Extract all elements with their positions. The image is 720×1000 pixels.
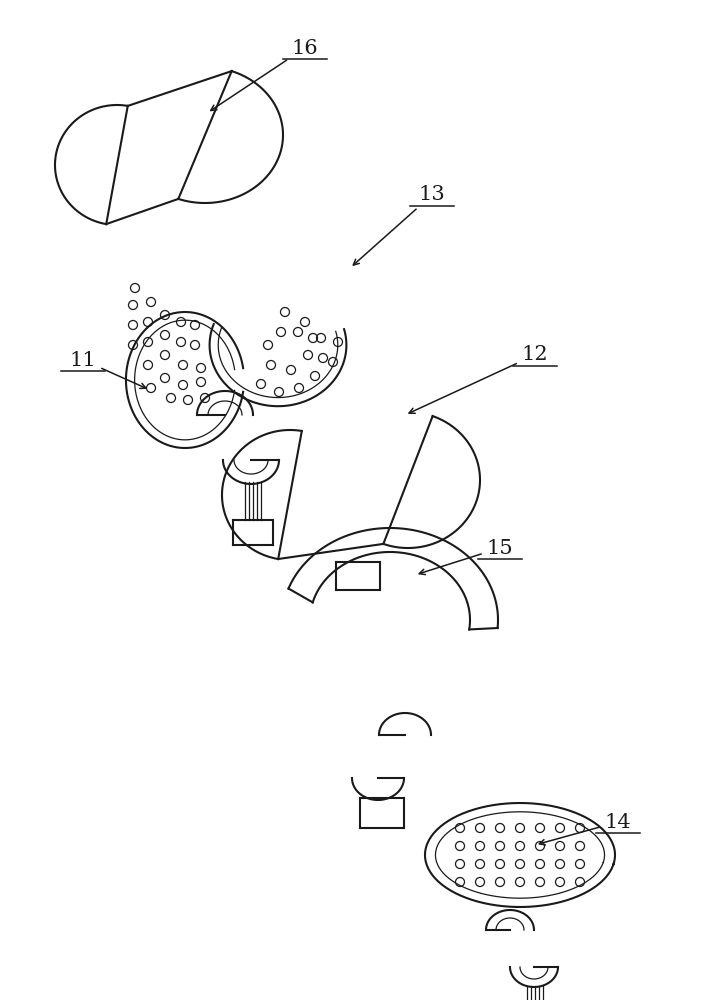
Text: 16: 16	[211, 38, 318, 111]
Text: 12: 12	[409, 346, 549, 413]
Text: 15: 15	[419, 538, 513, 575]
Text: 14: 14	[539, 812, 631, 845]
Text: 13: 13	[354, 186, 446, 265]
Text: 11: 11	[70, 351, 146, 388]
